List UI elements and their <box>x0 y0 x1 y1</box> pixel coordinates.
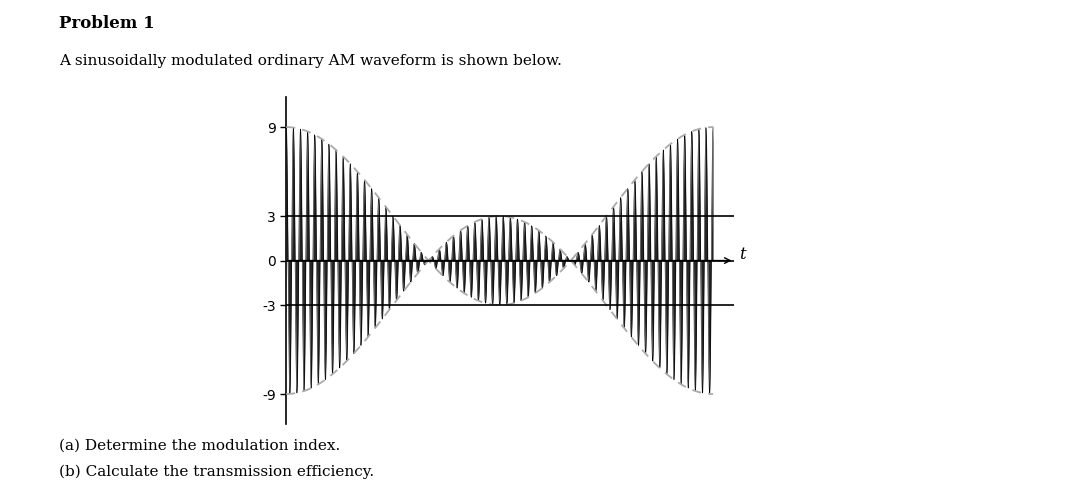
Text: (a) Determine the modulation index.: (a) Determine the modulation index. <box>59 438 340 452</box>
Text: A sinusoidally modulated ordinary AM waveform is shown below.: A sinusoidally modulated ordinary AM wav… <box>59 54 563 68</box>
Text: (b) Calculate the transmission efficiency.: (b) Calculate the transmission efficienc… <box>59 465 375 480</box>
Text: t: t <box>739 246 745 263</box>
Text: Problem 1: Problem 1 <box>59 15 156 32</box>
